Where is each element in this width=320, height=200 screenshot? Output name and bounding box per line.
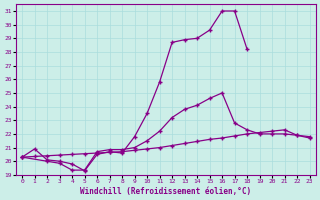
X-axis label: Windchill (Refroidissement éolien,°C): Windchill (Refroidissement éolien,°C) bbox=[80, 187, 252, 196]
